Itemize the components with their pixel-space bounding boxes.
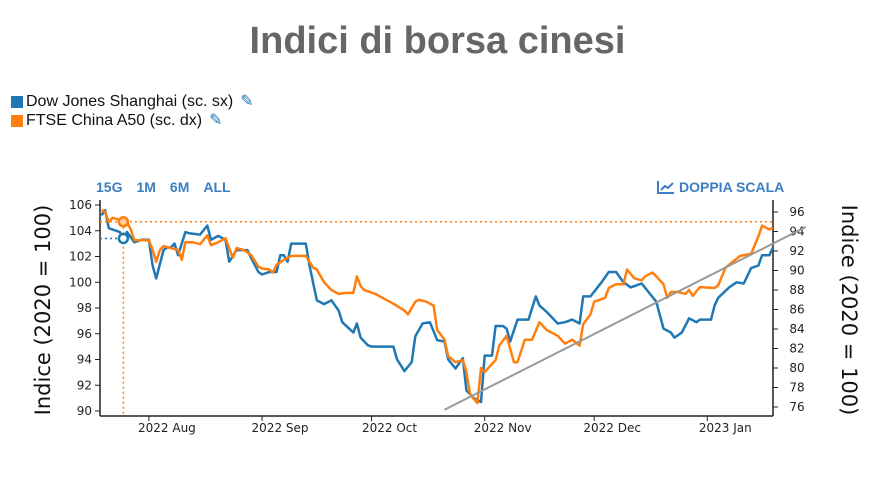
crosshair-marker-right: [117, 216, 130, 228]
x-tick-label: 2022 Aug: [138, 421, 196, 435]
range-selector: 15G 1M 6M ALL: [96, 179, 231, 195]
chart-title: Indici di borsa cinesi: [249, 20, 626, 62]
x-tick-label: 2022 Dec: [583, 421, 641, 435]
series-line-dow-jones-shanghai: [100, 208, 773, 404]
left-tick-label: 92: [77, 378, 92, 392]
x-tick-label: 2022 Nov: [474, 421, 532, 435]
left-tick-label: 96: [77, 327, 92, 341]
right-tick-label: 76: [789, 400, 804, 414]
right-axis-title: Indice (2020 = 100): [837, 205, 861, 416]
legend: Dow Jones Shanghai (sc. sx) ✎ FTSE China…: [11, 92, 254, 130]
edit-icon[interactable]: ✎: [240, 93, 254, 110]
series-line-ftse-china-a50: [100, 208, 773, 405]
legend-swatch: [11, 95, 23, 108]
right-tick-label: 96: [789, 205, 804, 219]
x-tick-label: 2023 Jan: [699, 421, 752, 435]
range-6m-button[interactable]: 6M: [169, 179, 190, 195]
dual-scale-button[interactable]: DOPPIA SCALA: [657, 179, 784, 195]
legend-item-dow-jones-shanghai[interactable]: Dow Jones Shanghai (sc. sx) ✎: [11, 92, 254, 111]
edit-icon[interactable]: ✎: [209, 112, 223, 129]
right-tick-label: 78: [789, 381, 804, 395]
range-1m-button[interactable]: 1M: [136, 179, 156, 195]
range-all-button[interactable]: ALL: [203, 179, 231, 195]
legend-label: Dow Jones Shanghai (sc. sx): [26, 93, 234, 110]
right-tick-label: 90: [789, 264, 804, 278]
legend-label: FTSE China A50 (sc. dx): [26, 112, 203, 129]
legend-item-ftse-china-a50[interactable]: FTSE China A50 (sc. dx) ✎: [11, 111, 254, 130]
trendline: [444, 225, 807, 411]
left-tick-label: 100: [69, 275, 92, 289]
right-tick-label: 88: [789, 283, 804, 297]
range-15g-button[interactable]: 15G: [96, 179, 123, 195]
chart-line-icon: [657, 181, 674, 194]
left-axis-title: Indice (2020 = 100): [31, 205, 55, 416]
right-tick-label: 86: [789, 303, 804, 317]
right-tick-label: 80: [789, 361, 804, 375]
left-tick-label: 106: [69, 198, 92, 212]
left-tick-label: 102: [69, 250, 92, 264]
left-tick-label: 98: [77, 301, 92, 315]
dual-scale-label: DOPPIA SCALA: [679, 179, 785, 195]
legend-swatch: [11, 114, 23, 127]
left-tick-label: 90: [77, 404, 92, 418]
x-tick-label: 2022 Sep: [252, 421, 309, 435]
right-tick-label: 82: [789, 342, 804, 356]
right-tick-label: 92: [789, 244, 804, 258]
left-tick-label: 104: [69, 224, 92, 238]
right-tick-label: 84: [789, 322, 804, 336]
left-tick-label: 94: [77, 353, 92, 367]
crosshair-marker-left: [117, 232, 130, 245]
x-tick-label: 2022 Oct: [362, 421, 417, 435]
